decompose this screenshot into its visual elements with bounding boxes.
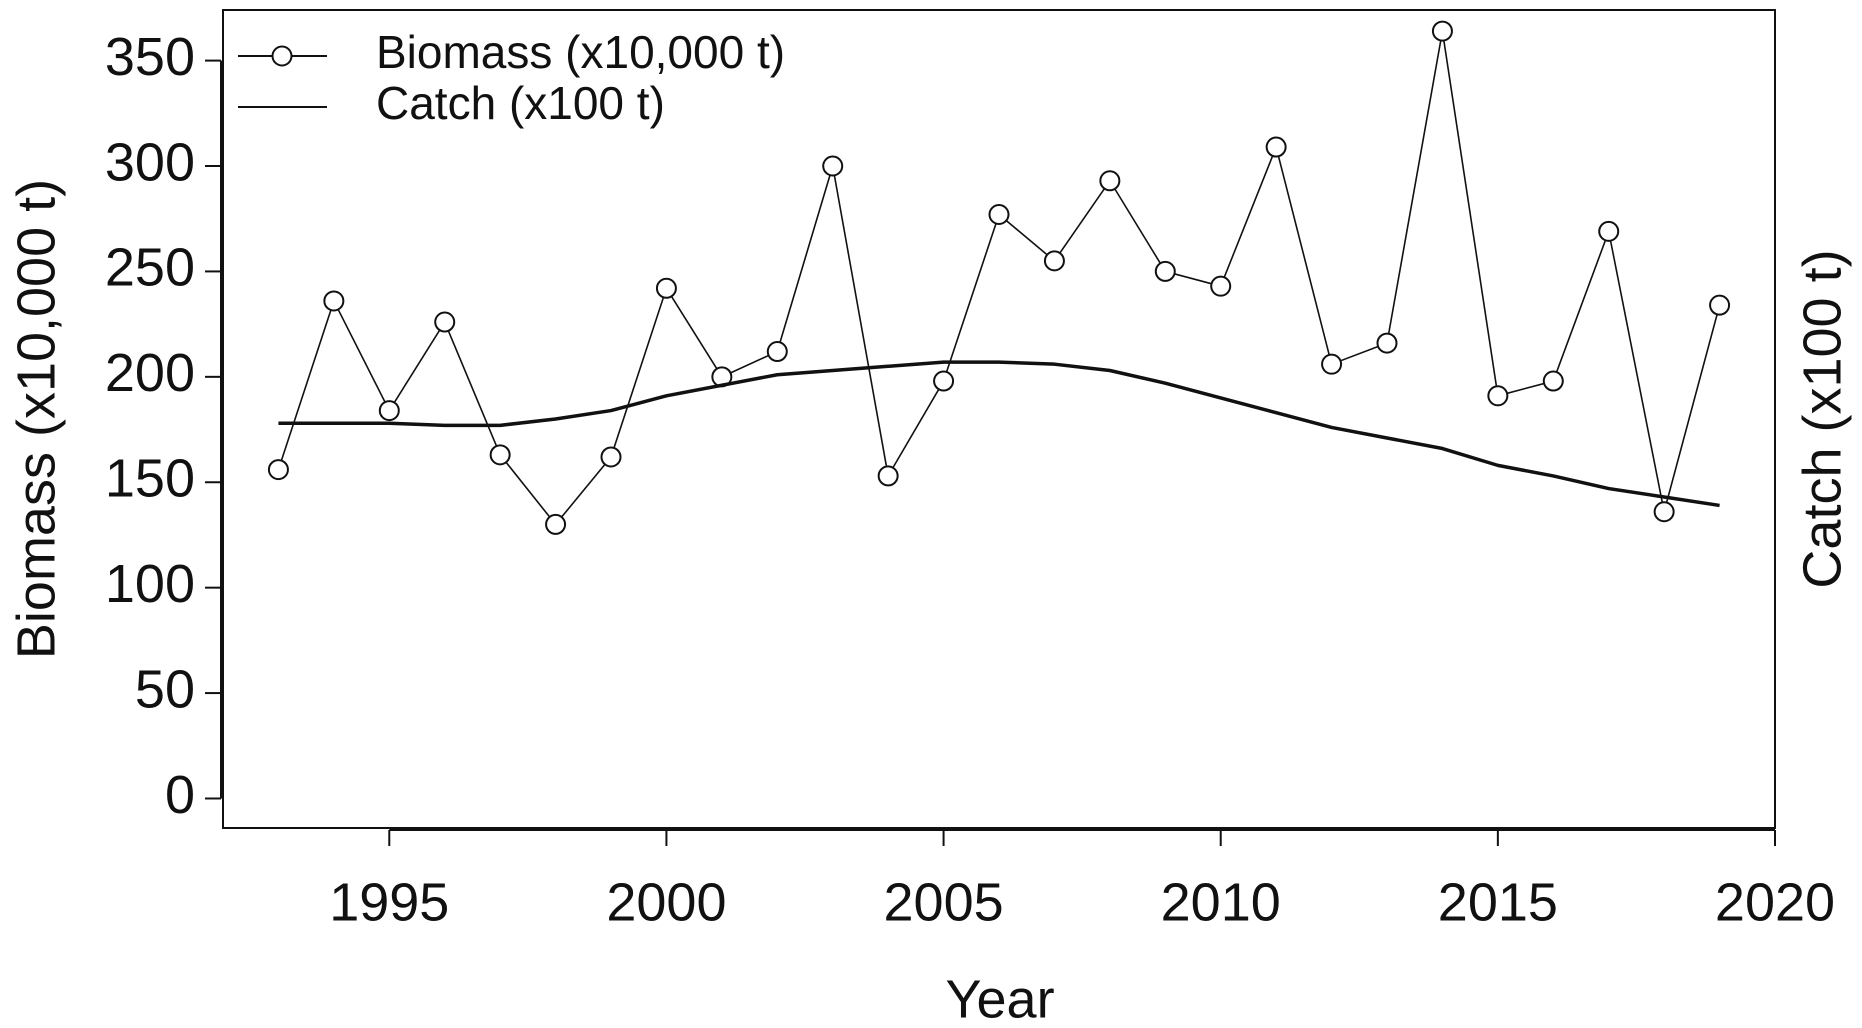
y-tick-label: 250 bbox=[105, 238, 195, 298]
data-point bbox=[1154, 260, 1176, 282]
y-tick-label: 100 bbox=[105, 554, 195, 614]
x-tick-label: 1995 bbox=[329, 872, 449, 932]
data-point bbox=[489, 444, 511, 466]
y-tick-label: 50 bbox=[135, 659, 195, 719]
data-point bbox=[378, 400, 400, 422]
data-point bbox=[600, 446, 622, 468]
data-point bbox=[988, 204, 1010, 225]
y-tick-label: 0 bbox=[165, 765, 195, 825]
data-point bbox=[1265, 136, 1287, 158]
x-tick-label: 2020 bbox=[1715, 872, 1835, 932]
y-tick-label: 300 bbox=[105, 132, 195, 192]
legend-label: Biomass (x10,000 t) bbox=[376, 26, 785, 78]
data-point bbox=[766, 341, 788, 363]
data-point bbox=[933, 370, 955, 392]
data-point bbox=[1487, 385, 1509, 407]
data-point bbox=[655, 277, 677, 299]
x-tick-label: 2005 bbox=[884, 872, 1004, 932]
plot-frame bbox=[222, 9, 1776, 829]
data-point bbox=[434, 311, 456, 333]
data-point bbox=[1653, 501, 1675, 523]
x-tick-label: 2015 bbox=[1438, 872, 1558, 932]
legend-label: Catch (x100 t) bbox=[376, 77, 665, 129]
data-point bbox=[822, 155, 844, 177]
data-point bbox=[1321, 353, 1343, 375]
data-point bbox=[1043, 250, 1065, 272]
y-tick-label: 150 bbox=[105, 449, 195, 509]
x-axis-label: Year bbox=[945, 969, 1054, 1028]
data-point bbox=[323, 290, 345, 312]
data-point bbox=[1376, 332, 1398, 354]
y-tick-label: 200 bbox=[105, 343, 195, 403]
x-tick-label: 2010 bbox=[1161, 872, 1281, 932]
y2-axis-label: Catch (x100 t) bbox=[1792, 249, 1852, 588]
data-point bbox=[1598, 220, 1620, 242]
data-point bbox=[545, 513, 567, 535]
data-point bbox=[1542, 370, 1564, 392]
series-line bbox=[278, 360, 1720, 508]
data-point bbox=[1099, 170, 1121, 192]
data-point bbox=[1431, 20, 1453, 42]
data-point bbox=[1709, 294, 1731, 316]
data-point bbox=[877, 465, 899, 487]
data-point bbox=[1210, 275, 1232, 297]
y-tick-label: 350 bbox=[105, 27, 195, 87]
data-point bbox=[267, 459, 289, 481]
legend-marker bbox=[271, 45, 293, 67]
y-axis-label: Biomass (x10,000 t) bbox=[6, 179, 66, 659]
x-tick-label: 2000 bbox=[606, 872, 726, 932]
